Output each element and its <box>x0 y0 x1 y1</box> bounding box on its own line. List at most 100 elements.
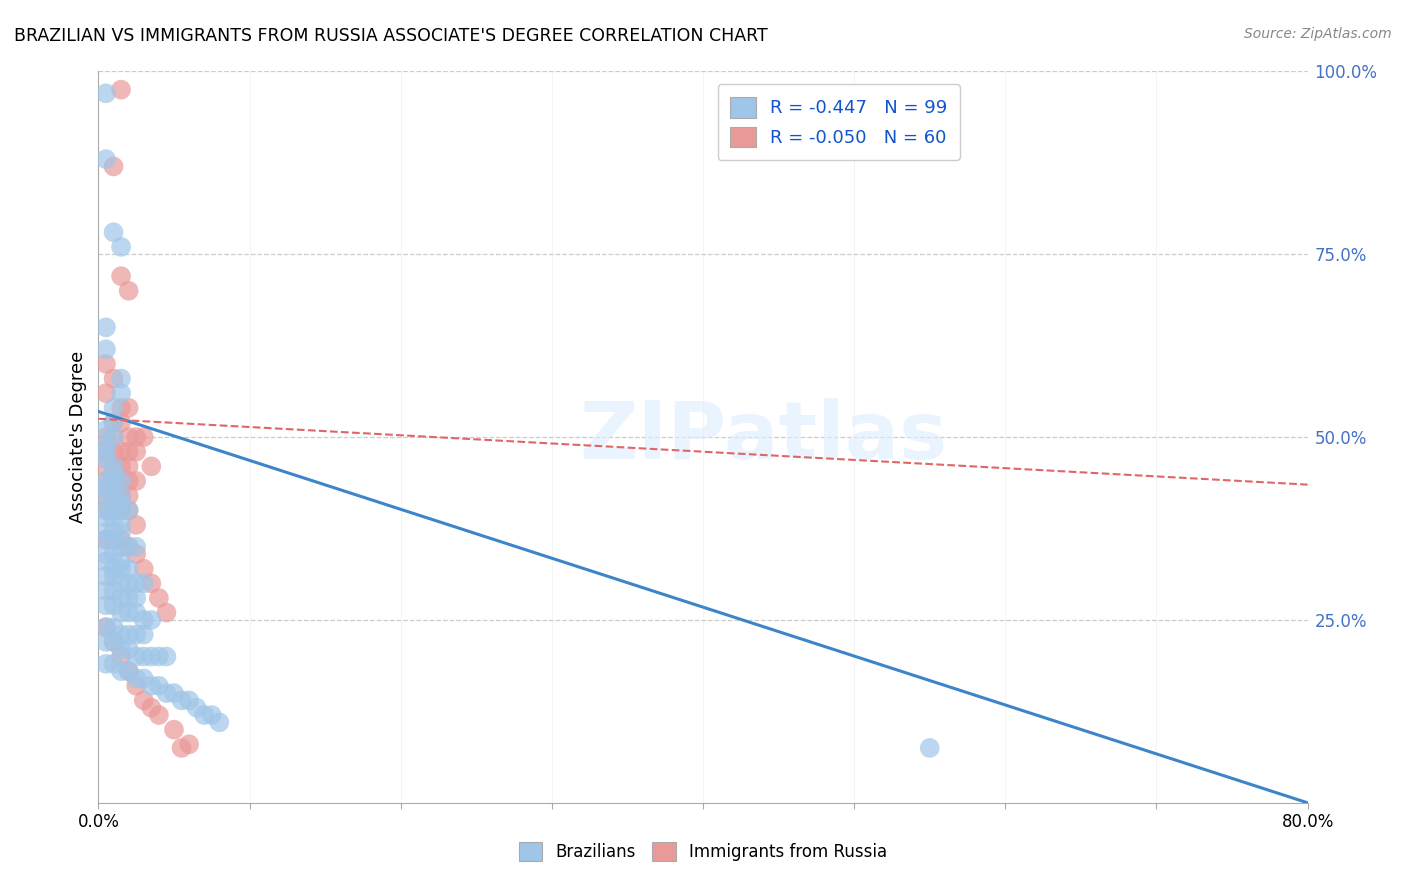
Point <box>125 517 148 532</box>
Point <box>94 503 117 517</box>
Point <box>94 554 117 568</box>
Point <box>103 160 125 174</box>
Point <box>94 152 117 166</box>
Point <box>103 459 125 474</box>
Point <box>110 664 132 678</box>
Point <box>148 649 170 664</box>
Point <box>110 474 132 488</box>
Point <box>110 269 132 284</box>
Point <box>118 562 141 576</box>
Point <box>141 700 163 714</box>
Point <box>103 547 125 561</box>
Point <box>110 83 132 97</box>
Point <box>103 525 125 540</box>
Point <box>103 416 125 430</box>
Point <box>110 517 132 532</box>
Point <box>132 672 155 686</box>
Point <box>94 599 117 613</box>
Point <box>125 606 148 620</box>
Point <box>118 664 141 678</box>
Point <box>94 525 117 540</box>
Point <box>94 444 117 458</box>
Point <box>110 649 132 664</box>
Point <box>94 357 117 371</box>
Point <box>103 635 125 649</box>
Point <box>132 649 155 664</box>
Point <box>110 576 132 591</box>
Point <box>110 444 132 458</box>
Point <box>118 459 141 474</box>
Point <box>110 533 132 547</box>
Point <box>103 503 125 517</box>
Point <box>110 606 132 620</box>
Point <box>94 474 117 488</box>
Point <box>155 649 177 664</box>
Point <box>179 737 201 751</box>
Point <box>94 533 117 547</box>
Point <box>125 679 148 693</box>
Point <box>110 562 132 576</box>
Point <box>125 547 148 561</box>
Point <box>125 474 148 488</box>
Point <box>141 613 163 627</box>
Point <box>141 576 163 591</box>
Point <box>110 642 132 657</box>
Point <box>170 740 193 755</box>
Point <box>103 635 125 649</box>
Point <box>103 533 125 547</box>
Point <box>110 489 132 503</box>
Point <box>110 240 132 254</box>
Point <box>110 496 132 510</box>
Point <box>103 474 125 488</box>
Point <box>103 371 125 385</box>
Point <box>103 225 125 239</box>
Point <box>94 343 117 357</box>
Point <box>103 459 125 474</box>
Point <box>118 576 141 591</box>
Point <box>94 533 117 547</box>
Point <box>118 503 141 517</box>
Point <box>94 423 117 437</box>
Point <box>132 693 155 707</box>
Point <box>125 444 148 458</box>
Point <box>94 503 117 517</box>
Point <box>132 627 155 641</box>
Point <box>103 430 125 444</box>
Point <box>94 583 117 598</box>
Point <box>110 554 132 568</box>
Point <box>94 481 117 495</box>
Point <box>163 723 186 737</box>
Point <box>125 627 148 641</box>
Point <box>94 474 117 488</box>
Point <box>118 540 141 554</box>
Point <box>110 416 132 430</box>
Point <box>94 620 117 634</box>
Point <box>132 562 155 576</box>
Point <box>118 606 141 620</box>
Point <box>103 599 125 613</box>
Point <box>118 591 141 605</box>
Point <box>110 474 132 488</box>
Point <box>118 284 141 298</box>
Point <box>103 416 125 430</box>
Point <box>155 606 177 620</box>
Point <box>118 664 141 678</box>
Point <box>94 489 117 503</box>
Point <box>118 489 141 503</box>
Point <box>125 540 148 554</box>
Point <box>132 613 155 627</box>
Point <box>118 401 141 415</box>
Point <box>118 444 141 458</box>
Point <box>170 693 193 707</box>
Point <box>94 489 117 503</box>
Point <box>94 459 117 474</box>
Point <box>110 386 132 401</box>
Point <box>141 459 163 474</box>
Point <box>103 489 125 503</box>
Text: Source: ZipAtlas.com: Source: ZipAtlas.com <box>1244 27 1392 41</box>
Point <box>110 503 132 517</box>
Point <box>103 401 125 415</box>
Point <box>201 708 224 723</box>
Point <box>163 686 186 700</box>
Point <box>94 620 117 634</box>
